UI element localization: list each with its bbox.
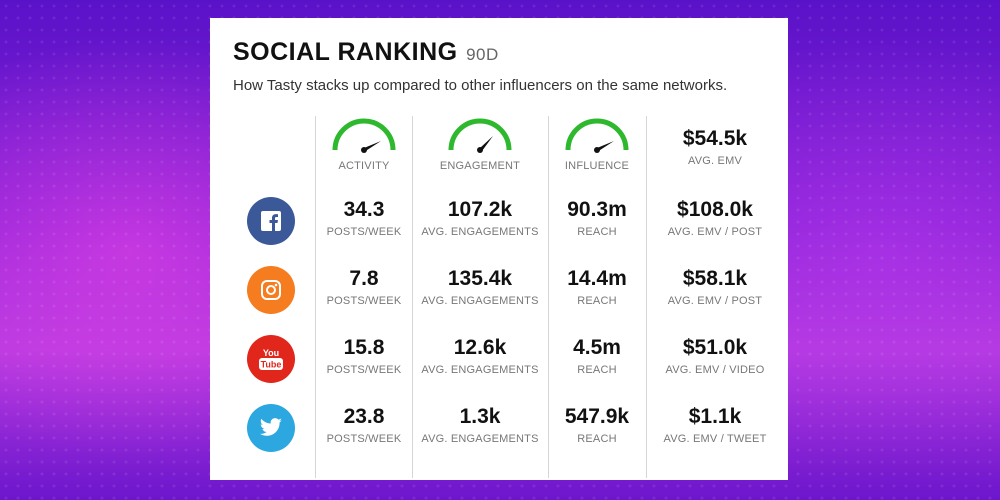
reach-value: 14.4m <box>567 267 627 290</box>
posts-label: POSTS/WEEK <box>326 226 402 238</box>
svg-text:Tube: Tube <box>261 360 282 370</box>
posts-value: 7.8 <box>349 267 379 290</box>
youtube-posts: 15.8 POSTS/WEEK <box>320 336 408 377</box>
activity-label: ACTIVITY <box>338 160 390 172</box>
facebook-emv: $108.0k AVG. EMV / POST <box>650 198 780 239</box>
twitter-reach: 547.9k REACH <box>552 405 642 446</box>
facebook-posts: 34.3 POSTS/WEEK <box>320 198 408 239</box>
youtube-reach: 4.5m REACH <box>552 336 642 377</box>
reach-label: REACH <box>577 226 617 238</box>
youtube-icon[interactable]: You Tube <box>247 335 295 383</box>
twitter-engagements: 1.3k AVG. ENGAGEMENTS <box>416 405 544 446</box>
engagement-label: ENGAGEMENT <box>439 160 521 172</box>
influence-gauge: INFLUENCE <box>552 116 642 172</box>
reach-value: 547.9k <box>564 405 630 428</box>
period-badge: 90D <box>466 45 499 64</box>
avg-emv-value: $54.5k <box>682 127 748 150</box>
column-divider <box>412 116 413 478</box>
emv-value: $108.0k <box>677 198 753 221</box>
social-ranking-card: SOCIAL RANKING 90D How Tasty stacks up c… <box>210 18 788 480</box>
reach-value: 90.3m <box>567 198 627 221</box>
emv-label: AVG. EMV / POST <box>667 226 763 238</box>
reach-label: REACH <box>577 295 617 307</box>
emv-value: $58.1k <box>682 267 748 290</box>
avg-emv-label: AVG. EMV <box>688 155 742 167</box>
emv-label: AVG. EMV / VIDEO <box>665 364 765 376</box>
emv-value: $1.1k <box>688 405 742 428</box>
instagram-emv: $58.1k AVG. EMV / POST <box>650 267 780 308</box>
engagements-label: AVG. ENGAGEMENTS <box>421 295 539 307</box>
reach-value: 4.5m <box>573 336 621 359</box>
reach-label: REACH <box>577 433 617 445</box>
emv-label: AVG. EMV / TWEET <box>663 433 767 445</box>
engagements-label: AVG. ENGAGEMENTS <box>421 364 539 376</box>
engagement-gauge: ENGAGEMENT <box>416 116 544 172</box>
twitter-posts: 23.8 POSTS/WEEK <box>320 405 408 446</box>
gauge-dial-icon <box>448 118 512 153</box>
activity-gauge: ACTIVITY <box>320 116 408 172</box>
instagram-icon[interactable] <box>247 266 295 314</box>
posts-value: 15.8 <box>343 336 385 359</box>
twitter-icon[interactable] <box>247 404 295 452</box>
card-subtitle: How Tasty stacks up compared to other in… <box>233 77 728 94</box>
gauge-dial-icon <box>565 118 629 153</box>
influence-label: INFLUENCE <box>564 160 630 172</box>
engagements-value: 135.4k <box>447 267 513 290</box>
youtube-engagements: 12.6k AVG. ENGAGEMENTS <box>416 336 544 377</box>
instagram-reach: 14.4m REACH <box>552 267 642 308</box>
engagements-label: AVG. ENGAGEMENTS <box>421 433 539 445</box>
emv-label: AVG. EMV / POST <box>667 295 763 307</box>
reach-label: REACH <box>577 364 617 376</box>
column-divider <box>548 116 549 478</box>
engagements-value: 1.3k <box>459 405 501 428</box>
avg-emv-summary: $54.5k AVG. EMV <box>650 127 780 168</box>
posts-label: POSTS/WEEK <box>326 295 402 307</box>
column-divider <box>315 116 316 478</box>
column-divider <box>646 116 647 478</box>
twitter-emv: $1.1k AVG. EMV / TWEET <box>650 405 780 446</box>
emv-value: $51.0k <box>682 336 748 359</box>
posts-label: POSTS/WEEK <box>326 433 402 445</box>
posts-value: 34.3 <box>343 198 385 221</box>
instagram-engagements: 135.4k AVG. ENGAGEMENTS <box>416 267 544 308</box>
engagements-value: 107.2k <box>447 198 513 221</box>
posts-label: POSTS/WEEK <box>326 364 402 376</box>
engagements-label: AVG. ENGAGEMENTS <box>421 226 539 238</box>
facebook-icon[interactable] <box>247 197 295 245</box>
posts-value: 23.8 <box>343 405 385 428</box>
facebook-reach: 90.3m REACH <box>552 198 642 239</box>
svg-text:You: You <box>263 348 279 358</box>
engagements-value: 12.6k <box>453 336 507 359</box>
instagram-posts: 7.8 POSTS/WEEK <box>320 267 408 308</box>
gauge-dial-icon <box>332 118 396 153</box>
card-title: SOCIAL RANKING <box>233 38 458 66</box>
title-row: SOCIAL RANKING 90D <box>233 38 499 67</box>
youtube-emv: $51.0k AVG. EMV / VIDEO <box>650 336 780 377</box>
facebook-engagements: 107.2k AVG. ENGAGEMENTS <box>416 198 544 239</box>
